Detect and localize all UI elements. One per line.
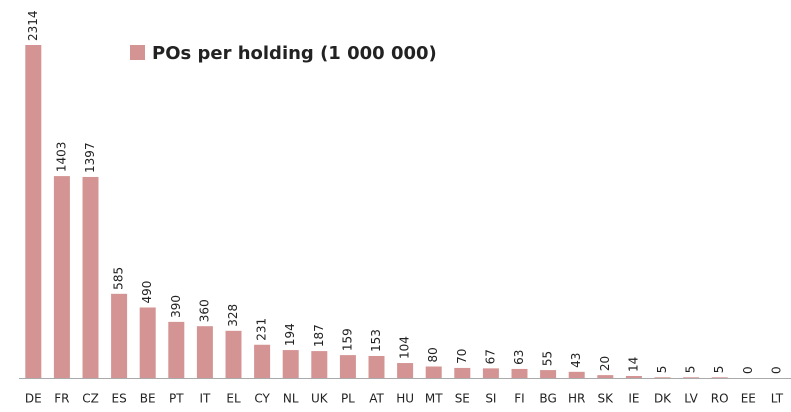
x-tick-label: BG xyxy=(539,392,556,406)
data-label: 80 xyxy=(426,347,440,362)
data-label: 360 xyxy=(197,299,211,322)
data-label: 5 xyxy=(712,366,726,374)
bar xyxy=(454,367,471,378)
data-label: 187 xyxy=(312,324,326,347)
bar xyxy=(482,368,499,378)
bar xyxy=(168,321,185,378)
bar xyxy=(311,351,328,378)
x-tick-label: DK xyxy=(654,392,672,406)
data-label: 43 xyxy=(569,353,583,368)
data-label: 390 xyxy=(169,295,183,318)
x-tick-label: ES xyxy=(111,392,126,406)
data-label: 67 xyxy=(483,349,497,364)
data-label: 104 xyxy=(398,336,412,359)
x-tick-label: IE xyxy=(628,392,639,406)
data-label: 55 xyxy=(541,351,555,366)
bar xyxy=(597,375,614,378)
x-tick-label: RO xyxy=(711,392,729,406)
legend-swatch xyxy=(130,45,145,60)
bar xyxy=(82,176,99,378)
data-label: 328 xyxy=(226,304,240,327)
x-tick-label: HU xyxy=(396,392,414,406)
bar xyxy=(254,344,271,378)
x-tick-label: PT xyxy=(169,392,184,406)
data-label: 14 xyxy=(626,357,640,372)
x-tick-label: LV xyxy=(684,392,698,406)
x-tick-label: NL xyxy=(283,392,299,406)
x-tick-label: SI xyxy=(485,392,496,406)
data-label: 5 xyxy=(684,366,698,374)
data-label: 70 xyxy=(455,349,469,364)
bar xyxy=(53,176,70,378)
bar xyxy=(568,371,585,378)
bar xyxy=(282,350,299,378)
x-tick-label: LT xyxy=(771,392,784,406)
x-tick-label: FR xyxy=(54,392,69,406)
data-label: 490 xyxy=(140,281,154,304)
x-tick-label: CZ xyxy=(82,392,99,406)
data-label: 63 xyxy=(512,350,526,365)
x-tick-label: FI xyxy=(514,392,524,406)
x-tick-label: DE xyxy=(25,392,42,406)
x-tick-label: EE xyxy=(741,392,756,406)
x-tick-label: BE xyxy=(140,392,156,406)
x-tick-label: MT xyxy=(425,392,443,406)
data-label: 153 xyxy=(369,329,383,352)
x-tick-label: EL xyxy=(226,392,241,406)
x-tick-label: HR xyxy=(568,392,585,406)
x-tick-label: AT xyxy=(369,392,384,406)
bar xyxy=(540,370,557,378)
data-label: 194 xyxy=(283,323,297,346)
x-tick-label: PL xyxy=(341,392,355,406)
bar xyxy=(397,363,414,378)
bar xyxy=(625,375,642,378)
bar xyxy=(511,368,528,378)
x-tick-label: SE xyxy=(455,392,470,406)
bar xyxy=(711,377,728,378)
data-label: 231 xyxy=(255,318,269,341)
bar xyxy=(139,307,156,378)
legend-label: POs per holding (1 000 000) xyxy=(152,43,437,64)
bar xyxy=(368,355,385,378)
bar xyxy=(425,366,442,378)
x-tick-label: UK xyxy=(311,392,329,406)
x-tick-label: IT xyxy=(199,392,211,406)
data-label: 0 xyxy=(769,366,783,374)
data-label: 0 xyxy=(741,366,755,374)
data-label: 5 xyxy=(655,366,669,374)
data-label: 159 xyxy=(340,328,354,351)
data-label: 20 xyxy=(598,356,612,371)
data-label: 585 xyxy=(112,267,126,290)
x-tick-label: SK xyxy=(598,392,615,406)
data-label: 1403 xyxy=(54,142,68,173)
bar xyxy=(196,326,213,378)
bar xyxy=(111,293,128,378)
bar xyxy=(25,45,42,378)
data-label: 2314 xyxy=(26,10,40,41)
bar xyxy=(339,355,356,378)
bar xyxy=(683,377,700,378)
x-tick-label: CY xyxy=(254,392,270,406)
bar xyxy=(225,330,242,378)
bar xyxy=(654,377,671,378)
data-label: 1397 xyxy=(83,142,97,173)
